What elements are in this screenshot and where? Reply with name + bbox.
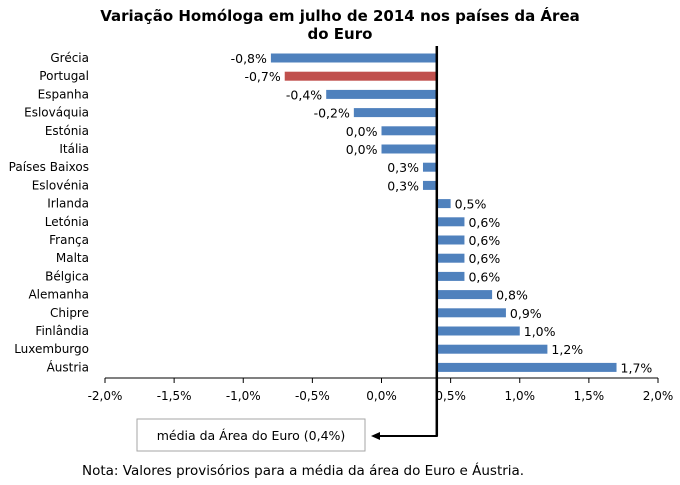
category-label-15: Finlândia xyxy=(35,324,89,338)
data-label-17: 1,7% xyxy=(621,360,653,375)
baseline-arrowhead xyxy=(371,432,380,440)
baseline-label: média da Área do Euro (0,4%) xyxy=(157,428,346,443)
bar-9 xyxy=(436,217,465,227)
data-label-11: 0,6% xyxy=(468,251,500,266)
category-label-11: Malta xyxy=(56,251,89,265)
category-labels: Grécia Portugal Espanha Eslováquia Estónia It… xyxy=(9,51,89,374)
bar-5 xyxy=(381,144,437,154)
bar-2 xyxy=(326,89,437,99)
data-label-13: 0,8% xyxy=(496,288,528,303)
x-tick-label-7: 1,5% xyxy=(574,389,605,403)
data-label-12: 0,6% xyxy=(468,269,500,284)
x-tick-label-3: -0,5% xyxy=(295,389,330,403)
data-label-10: 0,6% xyxy=(468,233,500,248)
category-label-8: Irlanda xyxy=(47,197,89,211)
category-label-4: Estónia xyxy=(45,124,89,138)
category-label-10: França xyxy=(49,233,89,247)
data-label-16: 1,2% xyxy=(551,342,583,357)
data-label-14: 0,9% xyxy=(510,306,542,321)
bar-8 xyxy=(436,199,451,209)
category-label-17: Áustria xyxy=(47,359,89,374)
chart-title-line-2: do Euro xyxy=(308,25,373,43)
category-label-13: Alemanha xyxy=(28,288,89,302)
bar-12 xyxy=(436,271,465,281)
data-label-7: 0,3% xyxy=(387,178,419,193)
x-tick-label-6: 1,0% xyxy=(505,389,536,403)
footnote: Nota: Valores provisórios para a média d… xyxy=(82,462,524,479)
category-label-1: Portugal xyxy=(39,69,89,83)
bar-4 xyxy=(381,126,437,136)
category-label-0: Grécia xyxy=(50,51,89,65)
x-tick-label-4: 0,0% xyxy=(366,389,397,403)
category-label-5: Itália xyxy=(59,142,89,156)
x-tick-label-2: -1,0% xyxy=(226,389,261,403)
data-label-5: 0,0% xyxy=(346,142,378,157)
bar-17 xyxy=(436,362,617,372)
category-label-6: Países Baixos xyxy=(9,160,89,174)
bar-6 xyxy=(422,162,437,172)
x-tick-label-5: 0,5% xyxy=(435,389,466,403)
baseline-group xyxy=(371,46,439,440)
data-labels: -0,8% -0,7% -0,4% -0,2% 0,0% 0,0% 0,3% 0,3% 0,5%… xyxy=(231,51,653,375)
category-label-9: Letónia xyxy=(45,215,89,229)
data-label-6: 0,3% xyxy=(387,160,419,175)
bar-3 xyxy=(353,108,437,118)
category-label-14: Chipre xyxy=(50,306,89,320)
bar-14 xyxy=(436,308,506,318)
bars-group xyxy=(270,53,617,372)
bar-7 xyxy=(422,180,437,190)
bar-15 xyxy=(436,326,520,336)
data-label-8: 0,5% xyxy=(455,197,487,212)
data-label-3: -0,2% xyxy=(314,106,350,121)
data-label-0: -0,8% xyxy=(231,51,267,66)
category-label-3: Eslováquia xyxy=(24,106,89,120)
data-label-4: 0,0% xyxy=(346,124,378,139)
bar-10 xyxy=(436,235,465,245)
category-label-2: Espanha xyxy=(38,87,89,101)
data-label-1: -0,7% xyxy=(244,69,280,84)
category-label-12: Bélgica xyxy=(45,269,89,283)
bar-11 xyxy=(436,253,465,263)
bar-0 xyxy=(270,53,437,63)
data-label-2: -0,4% xyxy=(286,87,322,102)
category-label-7: Eslovénia xyxy=(32,178,89,192)
x-tick-label-0: -2,0% xyxy=(88,389,123,403)
x-tick-label-8: 2,0% xyxy=(643,389,674,403)
baseline-label-box xyxy=(136,418,366,452)
x-axis: -2,0% -1,5% -1,0% -0,5% 0,0% 0,5% 1,0% 1,5% 2,0% xyxy=(88,377,674,403)
bar-13 xyxy=(436,290,493,300)
data-label-15: 1,0% xyxy=(524,324,556,339)
bar-1 xyxy=(284,71,437,81)
data-label-9: 0,6% xyxy=(468,215,500,230)
category-label-16: Luxemburgo xyxy=(14,342,89,356)
chart-title-line-1: Variação Homóloga em julho de 2014 nos p… xyxy=(100,6,580,25)
x-tick-label-1: -1,5% xyxy=(157,389,192,403)
bar-16 xyxy=(436,344,548,354)
